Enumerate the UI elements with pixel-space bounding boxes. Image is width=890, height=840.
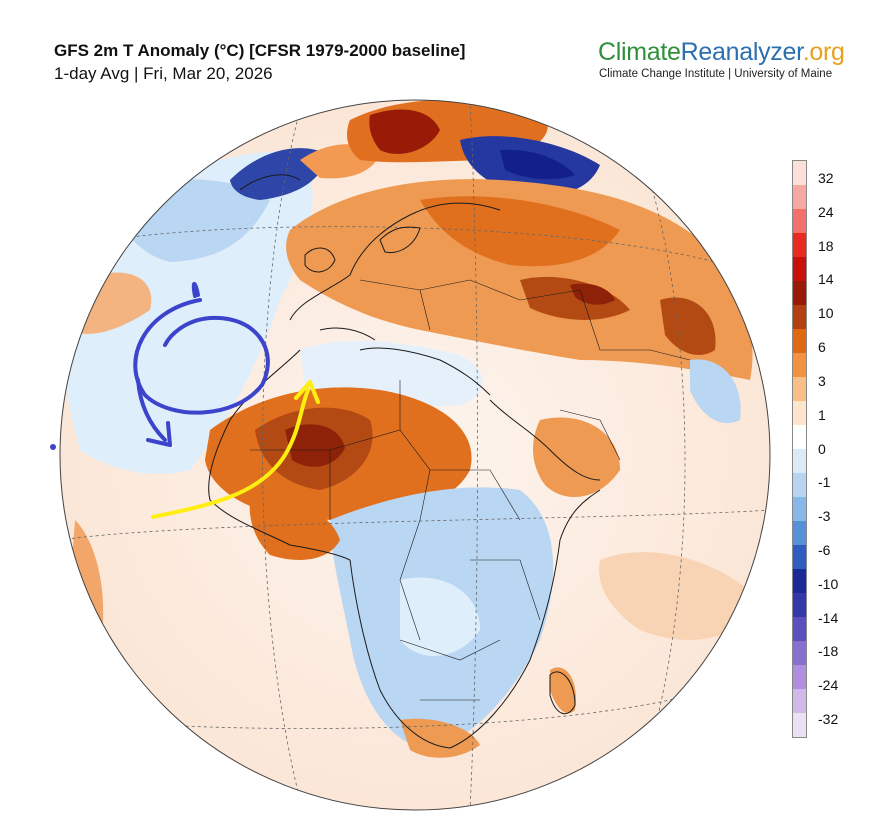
india-cool xyxy=(690,359,741,424)
border-4 xyxy=(430,469,521,521)
eurasia-warm xyxy=(286,179,753,380)
border-6 xyxy=(470,559,541,621)
central-africa-light-cool xyxy=(400,577,480,657)
border-9 xyxy=(359,279,581,301)
colorbar-segment xyxy=(793,449,806,473)
colorbar-segment xyxy=(793,377,806,401)
border-7 xyxy=(399,639,501,661)
equator-line xyxy=(60,509,770,541)
colorbar-tick-label: -18 xyxy=(818,643,839,660)
colorbar-segment xyxy=(793,305,806,329)
south-africa-warm xyxy=(400,718,480,758)
colorbar-tick-label: 32 xyxy=(818,170,834,186)
meridian-east xyxy=(639,149,686,781)
red-sea-coast xyxy=(489,399,601,481)
north-africa-coast xyxy=(359,347,491,396)
europe-coast xyxy=(289,202,501,321)
colorbar-segment xyxy=(793,209,806,233)
meridian-west xyxy=(262,109,301,801)
brand-part-climate: Climate xyxy=(598,38,681,66)
blue-arrow-shaft xyxy=(136,378,167,442)
border-11 xyxy=(579,289,691,361)
colorbar-tick-label: -3 xyxy=(818,508,831,525)
brand-part-org: .org xyxy=(802,38,845,66)
brand-logo[interactable]: ClimateReanalyzer.org xyxy=(598,38,845,67)
blue-circle-loop xyxy=(133,298,270,415)
colorbar-segment xyxy=(793,473,806,497)
barents-cold-core xyxy=(500,149,575,180)
border-2 xyxy=(329,429,431,521)
scandinavia-coast xyxy=(379,226,421,254)
colorbar-tick-label: 18 xyxy=(818,237,834,254)
brand-part-reanalyzer: Reanalyzer xyxy=(680,38,803,66)
colorbar-tick-label: 24 xyxy=(818,203,834,220)
yellow-arrow-head xyxy=(294,380,320,404)
colorbar-tick-label: 14 xyxy=(818,271,834,288)
yellow-arrow-shaft xyxy=(151,388,310,519)
west-china-warm-deep xyxy=(660,297,716,355)
colorbar-segment xyxy=(793,545,806,569)
border-12 xyxy=(559,409,621,461)
indian-ocean-warm xyxy=(599,552,760,640)
madagascar-warm xyxy=(550,667,576,714)
colorbar-tick-label: -32 xyxy=(818,711,839,727)
blue-circle-annotation xyxy=(133,281,270,447)
yellow-arrow-annotation xyxy=(151,380,320,519)
colorbar-tick-label: -14 xyxy=(818,609,839,626)
svalbard-hot xyxy=(369,109,440,154)
colorbar-segment xyxy=(793,185,806,209)
meridian-central xyxy=(469,100,478,810)
west-africa-warm xyxy=(249,499,340,560)
colorbar-segment xyxy=(793,521,806,545)
mediterranean-north-coast xyxy=(319,327,376,341)
colorbar-tick-label: 3 xyxy=(818,372,826,389)
blue-arrow-head xyxy=(146,421,172,447)
colorbar-tick-label: 6 xyxy=(818,339,826,356)
russia-warm-strong xyxy=(420,196,620,267)
colorbar-segment xyxy=(793,689,806,713)
colorbar-tick-label: 1 xyxy=(818,406,826,423)
south-africa-coast xyxy=(349,489,601,749)
colorbar-segment xyxy=(793,281,806,305)
colorbar-segment xyxy=(793,401,806,425)
colorbar-segment xyxy=(793,641,806,665)
country-borders xyxy=(250,279,691,701)
colorbar-tick-label: 0 xyxy=(818,440,826,457)
central-asia-hot xyxy=(570,283,615,305)
colorbar-segment xyxy=(793,353,806,377)
britain-coast xyxy=(304,247,336,273)
colorbar-tick-label: -6 xyxy=(818,541,831,558)
chart-subtitle: 1-day Avg | Fri, Mar 20, 2026 xyxy=(54,64,273,83)
colorbar-segment xyxy=(793,497,806,521)
colorbar-segment xyxy=(793,233,806,257)
arabia-warm xyxy=(533,417,620,497)
colorbar xyxy=(792,160,807,738)
chart-title: GFS 2m T Anomaly (°C) [CFSR 1979-2000 ba… xyxy=(54,41,466,60)
greenland-coast xyxy=(239,174,301,191)
globe-outline xyxy=(59,99,771,811)
border-5 xyxy=(399,519,421,641)
colorbar-segment xyxy=(793,425,806,449)
globe-fill xyxy=(60,100,770,810)
colorbar-tick-label: -1 xyxy=(818,474,831,491)
kazakhstan-warm-deep xyxy=(520,276,630,320)
colorbar-tick-label: 10 xyxy=(818,305,834,322)
colorbar-segment xyxy=(793,161,806,185)
colorbar-tick-label: -24 xyxy=(818,677,839,694)
border-10 xyxy=(419,289,431,331)
colorbar-segment xyxy=(793,713,806,737)
colorbar-segment xyxy=(793,329,806,353)
brand-tagline: Climate Change Institute | University of… xyxy=(599,68,833,80)
blue-circle-tail xyxy=(191,281,200,298)
colorbar-segment xyxy=(793,593,806,617)
blue-dot-marker xyxy=(50,444,56,450)
colorbar-segment xyxy=(793,617,806,641)
colorbar-segment xyxy=(793,665,806,689)
colorbar-segment xyxy=(793,257,806,281)
colorbar-tick-label: -10 xyxy=(818,575,839,592)
madagascar-coast xyxy=(549,671,576,715)
colorbar-segment xyxy=(793,569,806,593)
